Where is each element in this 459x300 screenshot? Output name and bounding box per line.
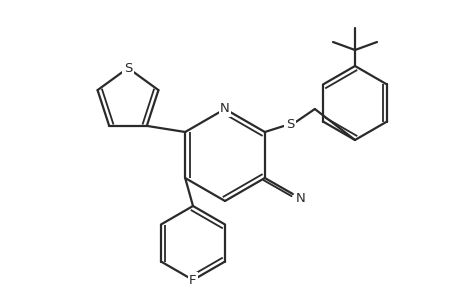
Text: S: S — [285, 118, 293, 130]
Text: N: N — [220, 103, 230, 116]
Text: S: S — [123, 61, 132, 74]
Text: F: F — [189, 274, 196, 286]
Text: N: N — [295, 193, 305, 206]
